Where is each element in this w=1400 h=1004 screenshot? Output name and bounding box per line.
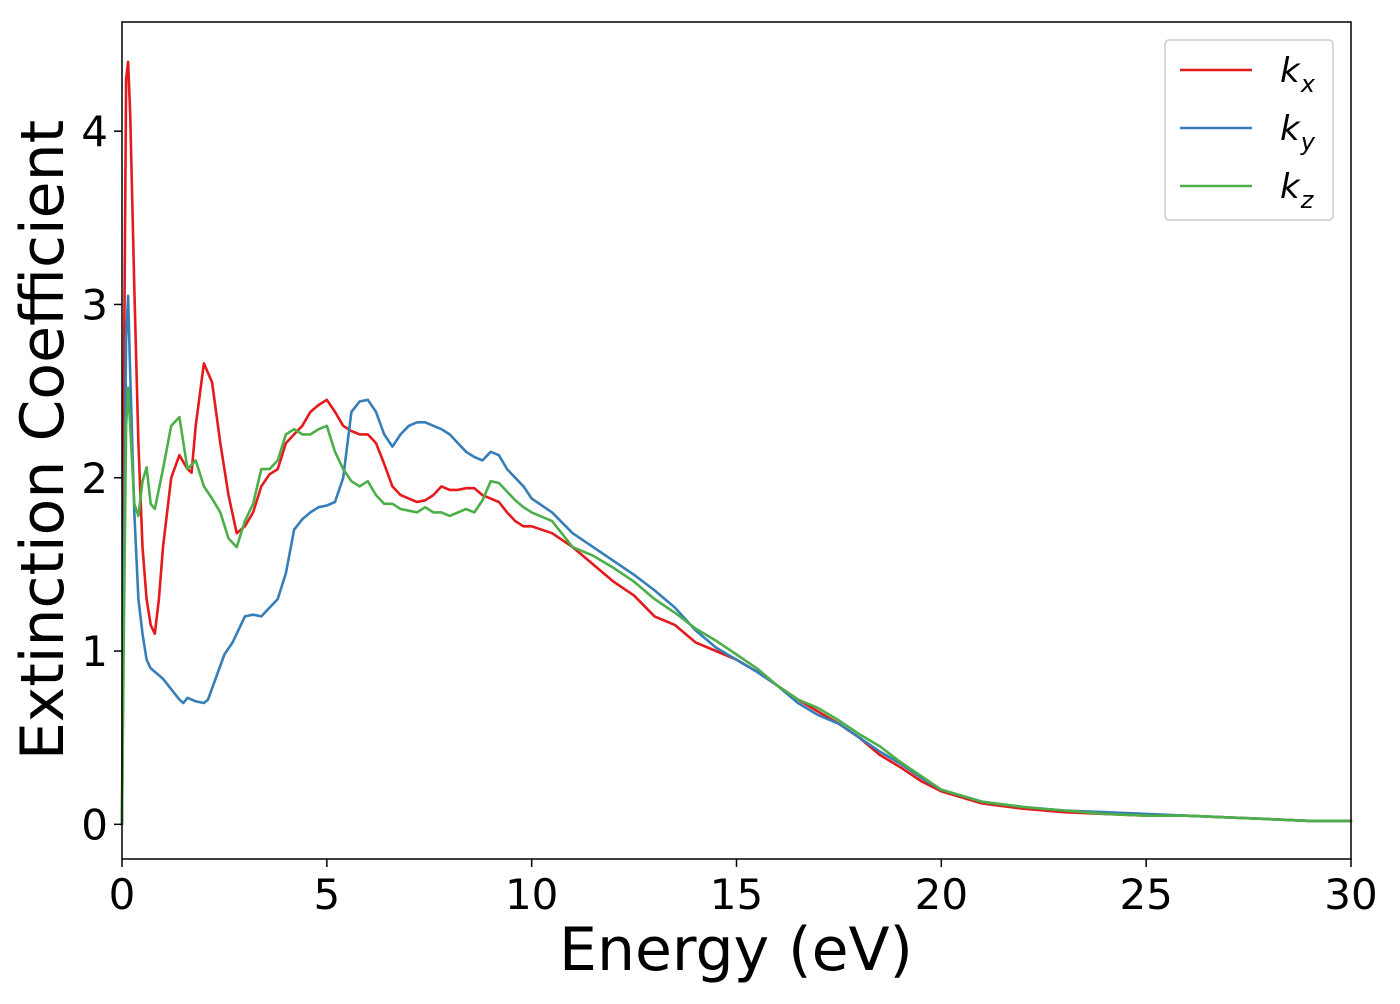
plot-background <box>122 22 1351 859</box>
x-tick-label: 25 <box>1119 870 1172 919</box>
y-axis-label: Extinction Coefficient <box>8 120 78 760</box>
x-tick-label: 0 <box>109 870 136 919</box>
y-tick-label: 4 <box>81 107 108 156</box>
y-tick-label: 0 <box>81 800 108 849</box>
legend-box <box>1164 39 1334 221</box>
x-tick-label: 20 <box>915 870 968 919</box>
series-line-z <box>120 386 1353 826</box>
y-tick-label: 3 <box>81 280 108 329</box>
y-tick-label: 1 <box>81 627 108 676</box>
x-tick-label: 10 <box>505 870 558 919</box>
series-line-y <box>120 294 1353 826</box>
x-tick-label: 30 <box>1324 870 1377 919</box>
x-axis-label: Energy (eV) <box>559 915 913 985</box>
y-axis-ticks: 0 1 2 3 4 <box>81 107 122 849</box>
y-tick-label: 2 <box>81 454 108 503</box>
x-tick-label: 5 <box>313 870 340 919</box>
x-axis-ticks: 0 5 10 15 20 25 30 <box>109 859 1378 919</box>
series-layer <box>120 60 1353 826</box>
x-tick-label: 15 <box>710 870 763 919</box>
